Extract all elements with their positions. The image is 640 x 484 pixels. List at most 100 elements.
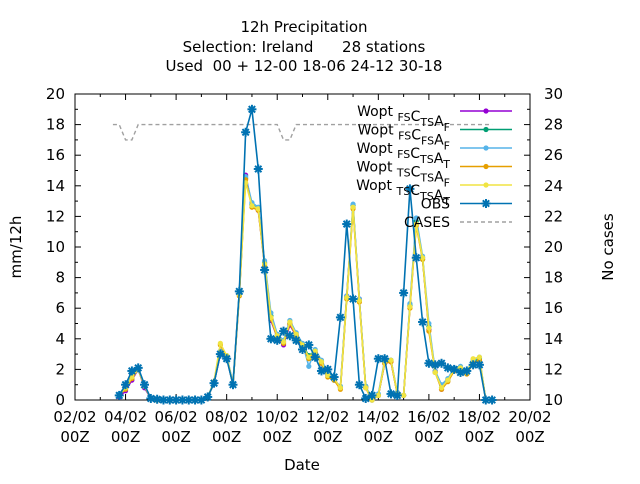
data-point-5-42 — [380, 354, 389, 363]
data-point-5-46 — [406, 184, 414, 193]
data-point-4-47 — [413, 221, 419, 227]
y-tick-label-0: 0 — [55, 391, 65, 409]
chart-title-line-1: 12h Precipitation — [240, 18, 367, 36]
y-tick-label-1: 2 — [55, 360, 65, 378]
x-tick-sublabel-0: 00Z — [60, 428, 89, 446]
data-point-4-51 — [438, 385, 445, 391]
data-point-5-9 — [172, 396, 181, 404]
data-point-4-33 — [325, 372, 331, 379]
x-tick-label-7: 16/02 — [407, 408, 450, 426]
data-point-4-37 — [350, 204, 356, 210]
chart-title-line-3: Used 00 + 12-00 18-06 24-12 30-18 — [166, 57, 443, 75]
data-point-4-22 — [255, 206, 261, 212]
data-point-4-38 — [356, 297, 362, 304]
data-point-4-31 — [312, 348, 318, 354]
y-tick-label-10: 20 — [46, 85, 65, 103]
data-point-5-45 — [399, 288, 408, 297]
data-point-5-3 — [134, 363, 143, 372]
y2-tick-label-5: 20 — [544, 238, 563, 256]
y2-tick-label-1: 12 — [544, 360, 563, 378]
data-point-5-15 — [210, 379, 218, 388]
legend-marker-3 — [483, 163, 489, 170]
data-point-5-55 — [462, 367, 471, 375]
data-point-4-57 — [476, 354, 483, 360]
y2-tick-label-8: 26 — [544, 146, 563, 164]
data-point-5-25 — [273, 336, 282, 345]
data-point-5-11 — [184, 396, 193, 404]
data-point-5-43 — [387, 389, 395, 398]
data-point-5-18 — [229, 380, 237, 389]
data-point-4-26 — [280, 339, 287, 345]
y-tick-label-5: 10 — [46, 238, 65, 256]
legend-label-4: Wopt TSCTSAT — [356, 178, 450, 208]
data-point-4-40 — [369, 397, 375, 403]
data-point-5-19 — [235, 287, 244, 296]
x-tick-label-6: 14/02 — [357, 408, 400, 426]
y2-tick-label-3: 16 — [544, 299, 563, 317]
x-tick-label-2: 06/02 — [154, 408, 197, 426]
series-5 — [114, 104, 497, 405]
data-point-4-52 — [445, 377, 451, 383]
data-point-5-37 — [349, 295, 357, 303]
legend-label-5: OBS — [421, 197, 450, 213]
data-point-5-0 — [115, 391, 124, 400]
data-point-5-12 — [191, 396, 199, 404]
data-point-5-36 — [342, 220, 351, 228]
series-layer — [112, 104, 497, 405]
data-point-4-21 — [249, 203, 255, 209]
data-point-2-30 — [306, 363, 312, 369]
x-tick-label-0: 02/02 — [53, 408, 96, 426]
x-tick-label-1: 04/02 — [104, 408, 147, 426]
y-tick-label-7: 14 — [46, 177, 65, 195]
data-point-4-36 — [344, 294, 350, 301]
data-point-5-10 — [178, 396, 187, 404]
data-point-5-21 — [248, 105, 256, 114]
legend-label-2: Wopt FSCTSAT — [357, 141, 451, 171]
x-tick-sublabel-6: 00Z — [364, 428, 393, 446]
data-point-5-52 — [443, 363, 452, 372]
data-point-5-41 — [374, 354, 383, 363]
data-point-2-47 — [413, 215, 419, 221]
x-tick-label-4: 10/02 — [256, 408, 299, 426]
x-tick-sublabel-7: 00Z — [414, 428, 443, 446]
data-point-5-40 — [368, 391, 376, 400]
x-tick-sublabel-3: 00Z — [212, 428, 241, 446]
x-tick-label-9: 20/02 — [508, 408, 551, 426]
data-point-5-35 — [336, 313, 345, 322]
data-point-5-5 — [146, 394, 155, 403]
data-point-4-56 — [470, 356, 476, 362]
y2-tick-label-0: 10 — [544, 391, 563, 409]
y2-tick-label-10: 30 — [544, 85, 563, 103]
data-point-5-49 — [424, 359, 433, 368]
data-point-4-48 — [419, 255, 426, 261]
x-tick-label-8: 18/02 — [458, 408, 501, 426]
data-point-5-57 — [475, 360, 484, 369]
data-point-4-49 — [426, 325, 432, 331]
data-point-5-30 — [304, 341, 313, 349]
data-point-5-8 — [165, 396, 174, 404]
data-point-4-2 — [129, 374, 135, 380]
data-point-4-32 — [318, 359, 325, 365]
y-tick-label-2: 4 — [55, 330, 65, 348]
data-point-5-31 — [311, 353, 320, 362]
data-point-4-54 — [457, 365, 464, 371]
x-tick-sublabel-9: 00Z — [515, 428, 544, 446]
x-tick-sublabel-2: 00Z — [161, 428, 190, 446]
data-point-4-43 — [388, 357, 394, 363]
data-point-4-46 — [407, 304, 413, 310]
x-tick-sublabel-5: 00Z — [313, 428, 342, 446]
y-axis-label: mm/12h — [7, 216, 25, 279]
legend-label-0: Wopt FSCTSAF — [357, 104, 450, 134]
data-point-4-50 — [432, 369, 438, 376]
data-point-5-53 — [450, 365, 459, 374]
plot-frame — [74, 93, 531, 401]
y-tick-label-3: 6 — [55, 299, 65, 317]
data-point-4-30 — [306, 354, 312, 360]
y-axis: 0 2 4 6 8 10 12 14 16 18 20 — [46, 85, 81, 409]
data-point-5-56 — [469, 360, 478, 369]
data-point-4-45 — [401, 392, 407, 399]
data-point-5-23 — [260, 266, 269, 274]
x-tick-sublabel-4: 00Z — [263, 428, 292, 446]
